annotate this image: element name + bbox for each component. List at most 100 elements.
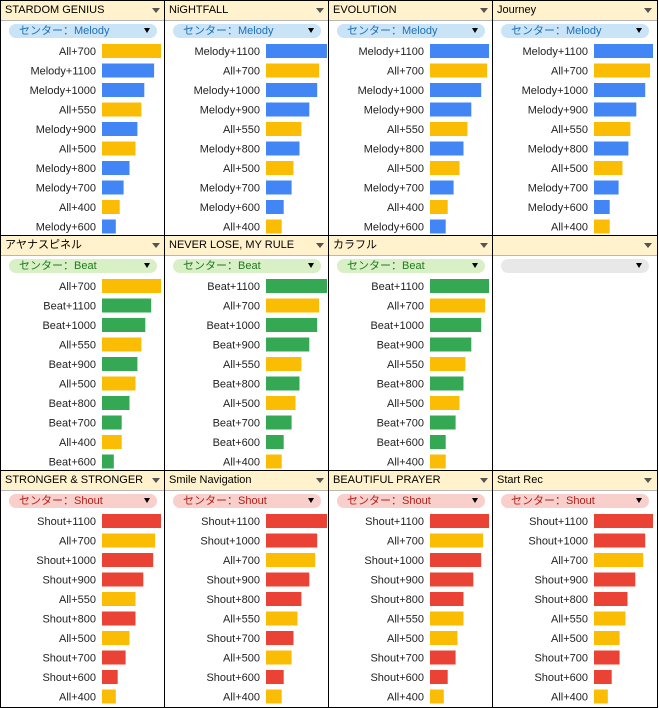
bar: [430, 572, 474, 587]
chip-arrow-icon: [308, 263, 314, 268]
bar: [266, 650, 292, 665]
category-label: All+700: [551, 555, 588, 567]
center-row: センター：Beat: [329, 256, 493, 276]
center-type-chip[interactable]: センター：Shout: [173, 494, 321, 508]
bar: [594, 219, 610, 234]
center-type-chip[interactable]: [501, 259, 649, 273]
song-title-dropdown[interactable]: NEVER LOSE, MY RULE: [165, 236, 329, 256]
bar: [594, 553, 644, 567]
category-label: All+700: [551, 66, 588, 78]
song-title-dropdown[interactable]: Journey: [493, 1, 657, 21]
bar: [102, 592, 136, 606]
bar-chart: Shout+1100 Shout+1000 All+700 Shout+900 Shou…: [200, 514, 327, 704]
song-title-dropdown[interactable]: BEAUTIFUL PRAYER: [329, 471, 493, 491]
category-label: Melody+900: [364, 105, 424, 117]
song-title: BEAUTIFUL PRAYER: [333, 474, 441, 486]
bar: [430, 514, 489, 528]
category-label: Shout+900: [206, 575, 260, 587]
song-title-dropdown[interactable]: カラフル: [329, 236, 493, 256]
bar: [266, 122, 302, 136]
category-label: All+700: [387, 301, 424, 313]
song-title-dropdown[interactable]: EVOLUTION: [329, 1, 493, 21]
category-label: Shout+800: [206, 594, 260, 606]
bar: [594, 670, 612, 684]
center-type-chip[interactable]: センター：Beat: [173, 259, 321, 273]
center-row: [493, 256, 657, 276]
song-title-dropdown[interactable]: STRONGER & STRONGER: [1, 471, 165, 491]
category-label: All+500: [387, 398, 424, 410]
center-type-chip[interactable]: センター：Melody: [337, 24, 485, 38]
bar: [430, 44, 489, 58]
category-label: Melody+1100: [522, 46, 588, 58]
bar-chart: All+700 Beat+1100 Beat+1000 All+550 Beat+900…: [42, 279, 161, 469]
category-label: Beat+1000: [206, 320, 260, 332]
category-label: All+550: [59, 105, 96, 117]
bar: [266, 279, 327, 293]
center-row: センター：Melody: [493, 21, 657, 41]
bar: [102, 44, 161, 58]
center-type-chip[interactable]: センター：Melody: [501, 24, 649, 38]
category-label: Melody+1000: [30, 85, 96, 97]
bar: [430, 533, 484, 548]
bar: [430, 650, 456, 665]
category-label: Melody+600: [200, 202, 260, 214]
center-type-chip[interactable]: センター：Melody: [173, 24, 321, 38]
song-title-dropdown[interactable]: Smile Navigation: [165, 471, 329, 491]
category-label: Melody+1000: [358, 85, 424, 97]
bar: [266, 219, 282, 234]
bar: [430, 161, 460, 175]
song-title-dropdown[interactable]: Start Rec: [493, 471, 657, 491]
bar: [430, 141, 464, 156]
category-label: Melody+800: [36, 163, 96, 175]
category-label: All+700: [387, 66, 424, 78]
bar: [430, 279, 489, 293]
category-label: All+400: [59, 202, 96, 214]
chip-arrow-icon: [636, 28, 642, 33]
category-label: All+400: [59, 692, 96, 704]
bar: [102, 83, 145, 97]
category-label: Shout+1100: [201, 516, 260, 528]
center-type-chip[interactable]: センター：Shout: [337, 494, 485, 508]
chip-arrow-icon: [636, 498, 642, 503]
category-label: Shout+1100: [529, 516, 588, 528]
category-label: All+400: [223, 457, 260, 469]
bar: [102, 435, 122, 449]
category-label: Shout+700: [206, 633, 260, 645]
chart-panel-3: EVOLUTION センター：Melody Melody+1100 All+700 Me…: [328, 0, 494, 238]
dropdown-arrow-icon: [152, 243, 160, 248]
category-label: Beat+900: [377, 340, 424, 352]
center-type-chip[interactable]: センター：Beat: [337, 259, 485, 273]
chart-panel-7: カラフル センター：Beat Beat+1100 All+700 Beat+1000 Be…: [328, 235, 494, 473]
category-label: Shout+600: [370, 672, 424, 684]
song-title-dropdown[interactable]: NiGHTFALL: [165, 1, 329, 21]
song-title-dropdown[interactable]: STARDOM GENIUS: [1, 1, 165, 21]
category-label: Melody+900: [528, 105, 588, 117]
center-row: センター：Beat: [1, 256, 165, 276]
bar: [430, 435, 446, 449]
chip-arrow-icon: [308, 28, 314, 33]
center-type-chip[interactable]: センター：Shout: [9, 494, 157, 508]
center-type-chip[interactable]: センター：Shout: [501, 494, 649, 508]
category-label: Beat+900: [49, 359, 96, 371]
song-title: STRONGER & STRONGER: [5, 474, 144, 486]
bar: [266, 83, 318, 97]
song-title-dropdown[interactable]: アヤナスピネル: [1, 236, 165, 256]
song-title-dropdown[interactable]: [493, 236, 657, 256]
bar: [430, 219, 446, 234]
bar: [430, 180, 454, 195]
bar: [102, 631, 130, 645]
bar: [266, 533, 318, 548]
category-label: All+700: [223, 555, 260, 567]
chip-arrow-icon: [144, 263, 150, 268]
category-label: Beat+700: [213, 418, 260, 430]
bar: [594, 122, 631, 136]
bar: [266, 298, 320, 313]
center-type-chip[interactable]: センター：Melody: [9, 24, 157, 38]
category-label: Beat+700: [377, 418, 424, 430]
bar: [102, 141, 136, 156]
category-label: All+550: [223, 124, 260, 136]
bar: [430, 298, 486, 313]
center-type-chip[interactable]: センター：Beat: [9, 259, 157, 273]
bar: [594, 514, 653, 528]
bar: [266, 415, 292, 430]
